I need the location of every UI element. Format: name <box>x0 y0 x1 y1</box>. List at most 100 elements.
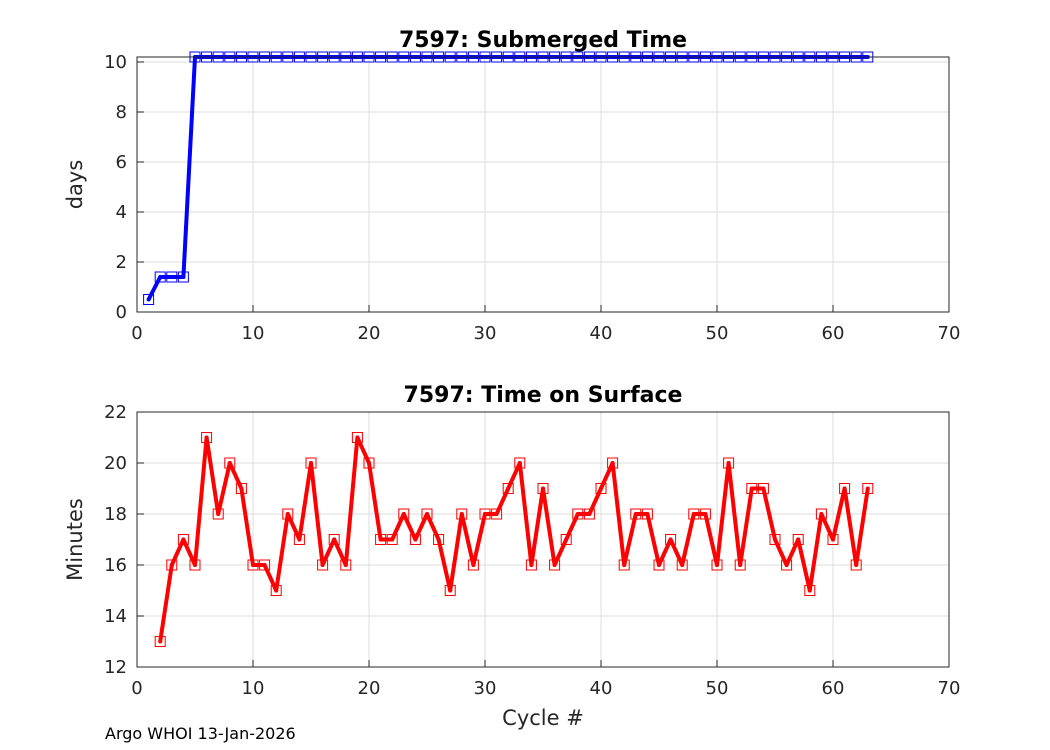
surface-data-point <box>757 483 769 494</box>
surface-ytick-label: 22 <box>104 402 127 423</box>
surface-data-dot <box>749 486 754 491</box>
surface-data-dot <box>854 563 859 567</box>
surface-data-point <box>456 508 468 520</box>
surface-data-dot <box>332 537 337 542</box>
submerged-data-dot <box>146 297 151 302</box>
submerged-ytick-label: 4 <box>116 202 127 223</box>
surface-data-dot <box>761 486 766 491</box>
surface-data-point <box>340 559 352 571</box>
surface-data-dot <box>819 512 824 516</box>
surface-data-point <box>781 559 793 571</box>
surface-data-point <box>595 483 607 494</box>
surface-xtick-label: 60 <box>822 678 845 699</box>
surface-data-dot <box>807 588 812 593</box>
surface-data-point <box>618 559 630 571</box>
surface-data-dot <box>517 461 522 465</box>
submerged-ytick-label: 0 <box>116 302 127 323</box>
surface-data-dot <box>657 563 661 567</box>
surface-data-dot <box>506 486 511 491</box>
surface-data-point <box>235 483 247 494</box>
surface-data-point <box>514 457 526 469</box>
submerged-xtick-label: 70 <box>938 323 961 344</box>
surface-data-point <box>398 508 410 520</box>
submerged-xtick-label: 10 <box>242 323 265 344</box>
surface-data-dot <box>483 512 487 516</box>
surface-data-point <box>293 534 305 545</box>
submerged-data-point <box>154 271 166 283</box>
surface-data-dot <box>552 563 557 567</box>
surface-data-point <box>641 508 653 520</box>
submerged-data-dot <box>158 275 163 279</box>
surface-data-point <box>189 559 201 571</box>
surface-data-point <box>467 559 479 571</box>
surface-data-dot <box>773 537 777 542</box>
surface-data-dot <box>158 639 163 644</box>
surface-data-point <box>769 534 781 545</box>
surface-data-dot <box>842 486 847 491</box>
surface-data-point <box>444 585 456 596</box>
surface-data-point <box>201 432 213 443</box>
surface-data-point <box>549 559 561 571</box>
surface-data-dot <box>564 537 569 542</box>
surface-data-dot <box>251 563 255 567</box>
surface-data-dot <box>216 512 221 516</box>
surface-data-dot <box>610 461 615 465</box>
surface-data-point <box>676 559 688 571</box>
surface-ticks: 0 10 20 30 40 50 60 70 12 14 16 18 20 22 <box>104 402 960 699</box>
submerged-ticks: 0 10 20 30 40 50 60 70 0 2 4 6 8 10 <box>104 52 960 344</box>
surface-data-dot <box>529 563 534 567</box>
surface-series-line <box>158 435 870 642</box>
surface-data-dot <box>413 537 418 542</box>
surface-data-point <box>212 508 224 520</box>
surface-data-dot <box>680 563 685 567</box>
submerged-xtick-label: 0 <box>131 323 142 344</box>
surface-data-dot <box>471 563 476 567</box>
surface-data-dot <box>425 512 429 516</box>
surface-xtick-label: 10 <box>242 678 265 699</box>
surface-data-point <box>166 559 178 571</box>
surface-data-point <box>688 508 700 520</box>
surface-data-point <box>653 559 665 571</box>
submerged-xtick-label: 20 <box>358 323 381 344</box>
surface-data-dot <box>309 461 313 465</box>
surface-xtick-label: 70 <box>938 678 961 699</box>
surface-data-dot <box>193 563 197 567</box>
surface-series <box>154 432 874 647</box>
surface-data-dot <box>645 512 650 516</box>
surface-data-dot <box>726 461 731 465</box>
surface-data-point <box>560 534 572 545</box>
submerged-plot-area <box>137 57 949 312</box>
surface-data-point <box>177 534 189 545</box>
submerged-data-point <box>166 271 178 283</box>
surface-data-dot <box>599 486 603 491</box>
surface-data-dot <box>784 563 789 567</box>
surface-data-point <box>815 508 827 520</box>
submerged-data-point <box>143 294 155 305</box>
surface-data-dot <box>541 486 545 491</box>
surface-data-dot <box>738 563 743 567</box>
surface-data-dot <box>703 512 708 516</box>
surface-data-point <box>328 534 340 545</box>
submerged-ytick-label: 6 <box>116 152 127 173</box>
surface-data-point <box>247 559 259 571</box>
submerged-data-dot <box>181 275 186 279</box>
surface-data-point <box>734 559 746 571</box>
surface-data-point <box>572 508 584 520</box>
surface-data-point <box>386 534 398 545</box>
surface-data-dot <box>320 563 325 567</box>
surface-time-panel: 0 10 20 30 40 50 60 70 12 14 16 18 20 22 7597: Time o… <box>63 383 960 730</box>
footer-credit: Argo WHOI 13-Jan-2026 <box>105 724 296 743</box>
submerged-xtick-label: 40 <box>590 323 613 344</box>
surface-data-point <box>583 508 595 520</box>
surface-data-dot <box>831 537 835 542</box>
surface-data-point <box>491 508 503 520</box>
surface-data-dot <box>575 512 580 516</box>
surface-data-point <box>525 559 537 571</box>
surface-data-dot <box>865 486 870 491</box>
surface-xtick-label: 30 <box>474 678 497 699</box>
surface-data-dot <box>494 512 499 516</box>
surface-ytick-label: 14 <box>104 606 127 627</box>
submerged-xtick-label: 50 <box>706 323 729 344</box>
surface-data-dot <box>262 563 267 567</box>
surface-data-dot <box>436 537 441 542</box>
